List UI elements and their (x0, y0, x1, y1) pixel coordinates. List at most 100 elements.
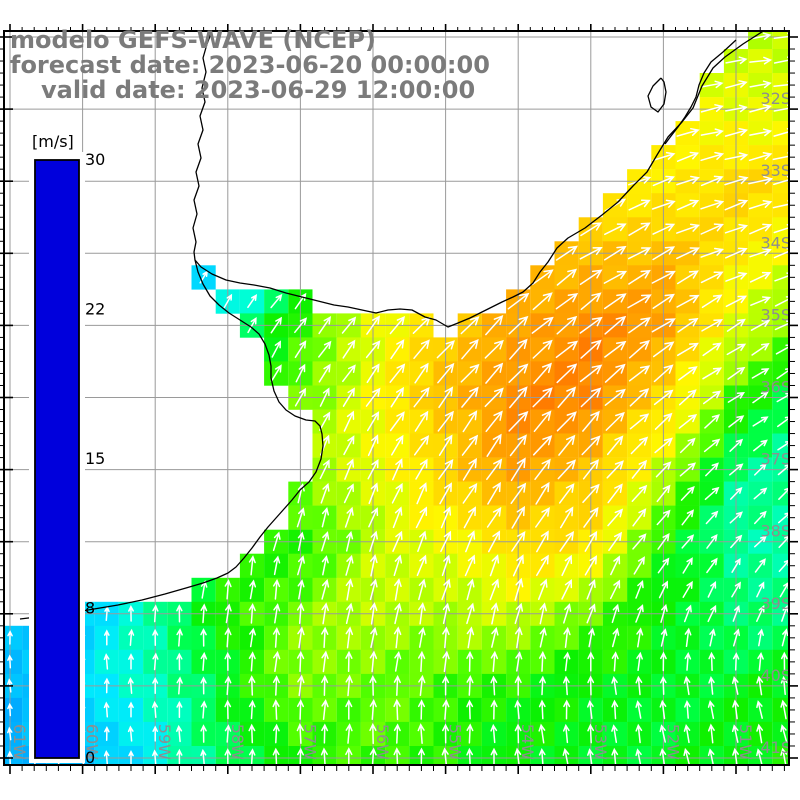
wind-arrow (248, 699, 256, 720)
wind-arrow (756, 700, 763, 719)
wind-arrow (389, 411, 405, 432)
wind-arrow (752, 391, 769, 404)
wind-arrow (176, 604, 183, 623)
wind-arrow (247, 316, 257, 334)
wind-arrow (176, 676, 183, 695)
wind-arrow (343, 483, 354, 504)
wind-arrow (512, 554, 524, 577)
wind-arrow (103, 629, 110, 646)
wind-arrow (700, 151, 725, 162)
wind-arrow (484, 339, 504, 359)
latitude-label: 38S (760, 522, 791, 541)
wind-arrow (103, 749, 110, 765)
wind-arrow (297, 555, 305, 576)
wind-arrow (604, 223, 627, 236)
wind-arrow (587, 699, 594, 720)
longitude-label: 61W (10, 724, 29, 760)
wind-arrow (558, 434, 576, 456)
wind-arrow (389, 363, 406, 383)
wind-arrow (707, 581, 717, 598)
wind-arrow (702, 342, 722, 357)
wind-arrow (557, 459, 577, 480)
wind-arrow (611, 699, 619, 720)
wind-arrow (514, 747, 522, 765)
wind-arrow (653, 364, 674, 383)
wind-arrow (751, 342, 770, 356)
wind-arrow (127, 725, 134, 742)
colorbar-tick-label: 22 (85, 300, 105, 319)
wind-arrow (676, 294, 700, 308)
wind-arrow (369, 698, 377, 720)
wind-arrow (660, 651, 667, 672)
wind-arrow (510, 482, 527, 505)
wind-arrow (676, 223, 700, 234)
coastline-path (19, 31, 765, 620)
wind-arrow (394, 602, 402, 625)
wind-arrow (562, 675, 570, 696)
wind-arrow (582, 483, 600, 504)
wind-arrow (343, 410, 355, 432)
wind-arrow (533, 362, 552, 384)
wind-arrow (708, 651, 716, 672)
wind-arrow (538, 699, 546, 720)
wind-arrow (584, 555, 598, 576)
wind-arrow (200, 748, 207, 765)
wind-arrow (272, 747, 280, 765)
wind-arrow (294, 387, 307, 407)
wind-arrow (608, 531, 623, 552)
wind-arrow (732, 628, 741, 647)
wind-arrow (345, 723, 353, 744)
latitude-label: 41S (760, 738, 791, 757)
wind-arrow (103, 653, 110, 670)
wind-arrow (538, 650, 547, 672)
wind-arrow (128, 653, 134, 670)
wind-arrow (297, 579, 305, 600)
wind-arrow (509, 386, 528, 409)
wind-arrow (654, 412, 673, 430)
wind-arrow (442, 626, 450, 649)
wind-arrow (344, 506, 354, 528)
wind-arrow (607, 508, 624, 527)
wind-arrow (248, 651, 256, 672)
wind-arrow (534, 458, 551, 481)
wind-arrow (416, 482, 427, 505)
wind-arrow (676, 342, 699, 357)
wind-arrow (628, 199, 651, 211)
wind-arrow (511, 505, 526, 529)
wind-arrow (635, 579, 644, 599)
wind-arrow (657, 532, 670, 550)
wind-arrow (514, 577, 524, 601)
wind-arrow (297, 674, 305, 697)
wind-arrow (780, 699, 788, 720)
wind-arrow (749, 104, 772, 113)
wind-arrow (514, 675, 522, 696)
wind-arrow (724, 152, 749, 161)
wind-arrow (651, 199, 676, 210)
wind-arrow (750, 296, 772, 306)
wind-arrow (462, 482, 478, 504)
wind-arrow (635, 723, 643, 744)
wind-arrow (515, 651, 523, 672)
wind-arrow (296, 602, 305, 625)
wind-arrow (514, 602, 524, 625)
wind-arrow (321, 698, 329, 721)
wind-arrow (683, 723, 691, 744)
wind-arrow (442, 723, 450, 744)
wind-arrow (604, 245, 627, 261)
wind-arrow (466, 650, 474, 672)
wind-arrow (514, 626, 523, 649)
wind-arrow (369, 675, 377, 696)
wind-arrow (536, 554, 549, 577)
longitude-label: 55W (446, 724, 465, 760)
wind-arrow (652, 223, 676, 235)
wind-arrow (152, 725, 159, 742)
wind-arrow (200, 651, 208, 671)
wind-arrow (224, 675, 232, 696)
wind-arrow (611, 675, 618, 695)
wind-arrow (580, 339, 602, 359)
wind-arrow (629, 413, 650, 430)
wind-arrow (416, 554, 427, 577)
wind-arrow (486, 433, 502, 457)
wind-arrow (635, 675, 643, 696)
